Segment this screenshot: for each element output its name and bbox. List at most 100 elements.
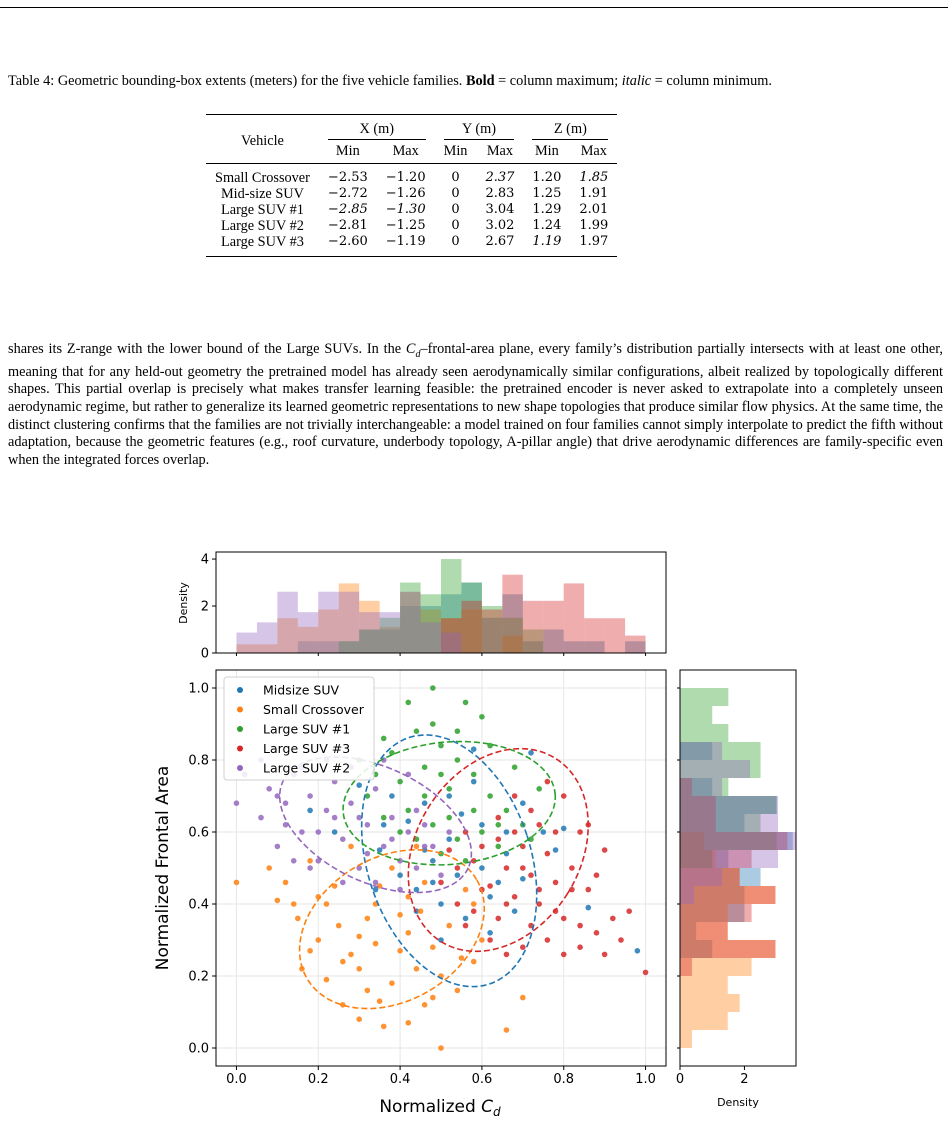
value-cell: 0 [434, 163, 477, 186]
data-point [495, 814, 502, 821]
data-point [421, 879, 428, 886]
data-point [495, 843, 502, 850]
top-histogram-bar [379, 612, 401, 653]
data-point [495, 915, 502, 922]
data-point [274, 793, 281, 799]
top-histogram-bar [379, 629, 401, 653]
data-point [462, 699, 469, 706]
data-point [274, 843, 281, 850]
value-cell: 1.97 [570, 234, 618, 257]
top-histogram-bar [441, 618, 462, 653]
top-histogram-bar [420, 594, 441, 653]
top-histogram-bar [338, 641, 360, 653]
right-histogram-bar [680, 778, 713, 796]
data-point [495, 879, 502, 886]
data-point [405, 930, 412, 936]
data-point [389, 836, 395, 842]
data-point [348, 800, 354, 806]
data-point [315, 829, 322, 835]
data-point [372, 940, 379, 947]
y-axis-label: Normalized Frontal Area [153, 766, 173, 970]
data-point [307, 858, 313, 864]
right-histogram-bar [680, 778, 692, 796]
data-point [290, 858, 297, 864]
data-point [487, 883, 493, 889]
top-histogram-bar [502, 617, 523, 653]
data-point [376, 883, 383, 889]
top-histogram-bar [338, 641, 360, 653]
top-y-tick-label: 2 [201, 600, 209, 615]
top-histogram-bar [522, 600, 544, 653]
data-point [438, 901, 444, 907]
x-tick-label: 1.0 [635, 1072, 656, 1087]
right-histogram-bar [680, 796, 777, 814]
body-paragraph: shares its Z-range with the lower bound … [8, 341, 943, 470]
data-point [544, 850, 551, 857]
right-histogram-bar [680, 886, 776, 904]
right-histogram-bar [680, 688, 729, 706]
data-point [421, 843, 428, 850]
data-point [372, 879, 379, 886]
top-histogram-bar [297, 626, 319, 653]
top-histogram-bar [441, 559, 462, 653]
data-point [356, 782, 362, 788]
top-histogram-bar [379, 617, 401, 653]
top-histogram-bar [277, 618, 298, 653]
data-point [495, 836, 502, 842]
top-histogram-bar [502, 635, 523, 653]
value-cell: 0 [451, 186, 460, 201]
right-histogram-bar [680, 976, 728, 994]
y-tick-label: 0.2 [188, 970, 209, 985]
legend-marker [237, 745, 243, 752]
right-histogram-bar [680, 778, 729, 796]
right-histogram-bar [680, 760, 751, 778]
caption-italic-word: italic [621, 73, 652, 89]
data-point [315, 858, 322, 864]
data-point [552, 847, 559, 853]
data-point [585, 904, 592, 911]
data-point [356, 966, 362, 972]
data-point [389, 865, 395, 871]
right-histogram-bar [680, 814, 779, 832]
data-point [503, 865, 510, 871]
right-histogram-bar [680, 832, 704, 850]
data-point [520, 843, 526, 850]
data-point [577, 944, 583, 950]
data-point [479, 937, 485, 943]
right-histogram-bar [680, 742, 723, 760]
data-point [340, 1002, 346, 1008]
top-histogram-bar [256, 644, 278, 653]
right-histogram-bar [680, 904, 752, 922]
right-density-label: Density [717, 1096, 759, 1109]
value-cell: 1.99 [579, 218, 609, 233]
z-group-header: Z (m) [523, 114, 618, 143]
value-cell: −1.19 [376, 234, 435, 257]
data-point [454, 987, 461, 994]
data-point [560, 825, 567, 832]
value-cell: 1.24 [532, 218, 562, 233]
data-point [348, 951, 354, 958]
top-histogram-bar [420, 622, 441, 653]
top-histogram-bar [359, 629, 380, 653]
right-histogram-bar [680, 868, 723, 886]
data-point [438, 771, 444, 778]
top-histogram-bar [297, 612, 319, 653]
right-histogram-bar [680, 796, 716, 814]
confidence-ellipse [342, 740, 557, 866]
data-point [503, 829, 510, 835]
right-histogram-bar [680, 832, 788, 850]
right-histogram-bar [680, 850, 752, 868]
data-point [380, 1023, 387, 1030]
top-histogram-bar [236, 644, 257, 653]
top-histogram-bar [359, 612, 380, 653]
right-x-tick-label: 0 [676, 1072, 684, 1087]
data-point [340, 879, 346, 886]
vehicle-name-cell: Large SUV #1 [221, 202, 304, 218]
data-point [544, 778, 551, 785]
value-cell: 0 [451, 202, 460, 217]
data-point [454, 901, 461, 907]
data-point [405, 818, 412, 824]
top-histogram-bar [502, 594, 523, 653]
top-histogram-bar [522, 629, 544, 653]
y-tick-label: 0.8 [188, 754, 209, 769]
